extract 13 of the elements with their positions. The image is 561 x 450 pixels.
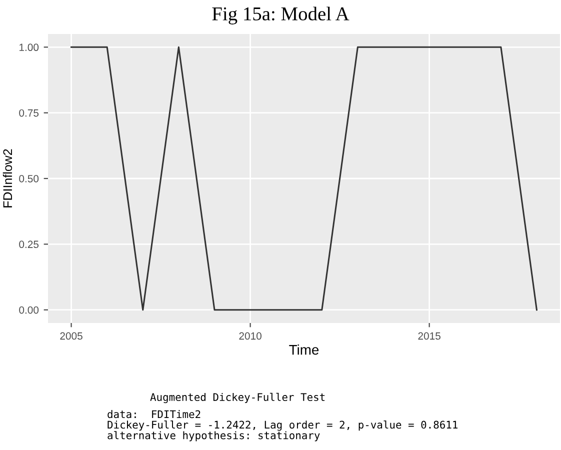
text: Augmented Dickey-Fuller Test	[150, 392, 325, 404]
y-axis-title: FDIInflow2	[2, 149, 12, 208]
y-tick-label: 0.75	[19, 109, 39, 117]
x-tick-label: 2005	[60, 332, 82, 340]
y-tick-label: 0.25	[19, 240, 39, 248]
y-tick-label: 0.00	[19, 306, 39, 314]
y-tick-label: 1.00	[19, 44, 39, 52]
text: data: FDITime2 Dickey-Fuller = -1.2422, Lag order = 2, p-value = 0.8611 alternative hypothesis: stationary	[108, 410, 458, 442]
y-tick-label: 0.50	[19, 175, 39, 182]
x-tick-label: 2010	[239, 332, 262, 340]
x-axis-title: Time	[289, 344, 319, 355]
chart-title: Fig 15a: Model A	[212, 6, 350, 24]
x-tick-label: 2015	[418, 332, 440, 340]
